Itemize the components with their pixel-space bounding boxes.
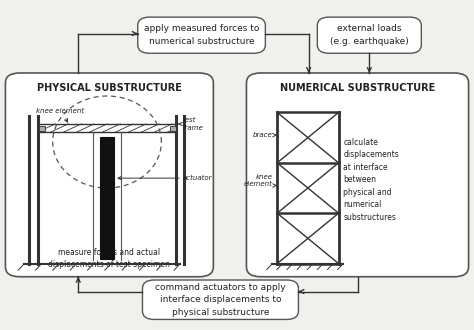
Text: actuator: actuator — [182, 175, 212, 181]
FancyBboxPatch shape — [143, 280, 299, 319]
Text: test
frame: test frame — [182, 117, 203, 131]
FancyBboxPatch shape — [138, 17, 265, 53]
Bar — [39, 126, 45, 131]
FancyBboxPatch shape — [318, 17, 421, 53]
FancyBboxPatch shape — [246, 73, 469, 277]
Text: NUMERICAL SUBSTRUCTURE: NUMERICAL SUBSTRUCTURE — [280, 83, 435, 93]
Bar — [100, 137, 114, 259]
Text: brace: brace — [253, 132, 273, 138]
FancyBboxPatch shape — [5, 73, 213, 277]
Text: external loads
(e.g. earthquake): external loads (e.g. earthquake) — [330, 24, 409, 46]
Text: apply measured forces to
numerical substructure: apply measured forces to numerical subst… — [144, 24, 259, 46]
Text: calculate
displacements
at interface
between
physical and
numerical
substructure: calculate displacements at interface bet… — [343, 138, 399, 222]
Text: knee
element: knee element — [244, 174, 273, 187]
Bar — [170, 126, 175, 131]
Text: measure forces and actual
displacements of test specimen: measure forces and actual displacements … — [48, 248, 170, 269]
Text: command actuators to apply
interface displacements to
physical substructure: command actuators to apply interface dis… — [155, 283, 286, 317]
Text: knee element: knee element — [36, 108, 84, 114]
Text: PHYSICAL SUBSTRUCTURE: PHYSICAL SUBSTRUCTURE — [37, 83, 182, 93]
